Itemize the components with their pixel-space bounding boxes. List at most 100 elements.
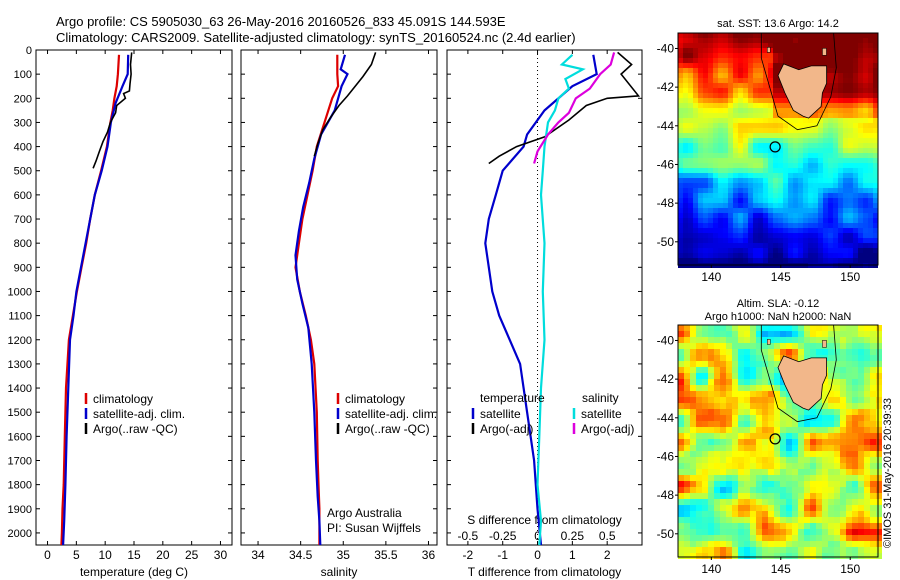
series-line-s-satellite	[536, 53, 586, 546]
x-tick-label: 25	[185, 548, 199, 562]
argo-position-marker	[769, 141, 781, 153]
x2-tick-label: 0.25	[561, 529, 585, 543]
y-tick-label: 1900	[8, 504, 32, 516]
x-tick-label: 20	[156, 548, 170, 562]
y-tick-label: 1500	[8, 407, 32, 419]
y-tick-label: -42	[657, 372, 675, 386]
legend-label: Argo(..raw -QC)	[93, 422, 178, 436]
legend-label: Argo(-adj)	[581, 422, 634, 436]
y-tick-label: 0	[26, 45, 32, 57]
bathymetry-contour	[760, 324, 837, 423]
series-line-climatology	[294, 54, 340, 545]
y-tick-label: -46	[657, 449, 675, 463]
x-axis-label: temperature (deg C)	[80, 565, 188, 579]
imos-stamp: ©IMOS 31-May-2016 20:39:33	[882, 398, 894, 548]
x-tick-label: -2	[463, 548, 474, 562]
sla-map: 140 145 150 -40 -42 -44 -46 -48 -50 Altim. SLA: -…	[657, 298, 882, 576]
figure-title-line2: Climatology: CARS2009. Satellite-adjuste…	[56, 30, 576, 45]
x-tick-label: 1	[569, 548, 576, 562]
x-tick-label: 5	[73, 548, 80, 562]
legend-label: satellite	[480, 407, 521, 421]
y-tick-label: 400	[14, 142, 32, 154]
y-tick-label: 1800	[8, 480, 32, 492]
x2-axis-label: S difference from climatology	[467, 513, 622, 527]
y-tick-label: -44	[657, 119, 675, 133]
x-axis-label: T difference from climatology	[468, 565, 622, 579]
x-tick-label: 34	[251, 548, 265, 562]
x-tick-label: 140	[701, 270, 721, 284]
x2-tick-label: 0	[534, 529, 541, 543]
series-line-argo-raw-qc-	[92, 52, 133, 169]
y-tick-label: -42	[657, 80, 675, 94]
legend-label: climatology	[93, 392, 153, 406]
y-tick-label: 700	[14, 214, 32, 226]
x-axis-label: salinity	[321, 565, 358, 579]
legend-label: climatology	[345, 392, 405, 406]
y-tick-label: 500	[14, 166, 32, 178]
x-tick-label: 35	[337, 548, 351, 562]
legend-label: satellite-adj. clim.	[93, 407, 185, 421]
argo-position-marker	[769, 433, 781, 445]
flinders-island	[822, 340, 827, 348]
x-tick-label: 34.5	[289, 548, 313, 562]
x-tick-label: 30	[214, 548, 228, 562]
temperature-panel: 0 5 10 15 20 25 300100200300400500600700800900…	[8, 45, 233, 579]
y-tick-label: -46	[657, 157, 675, 171]
annotation-argo-australia: Argo Australia	[327, 506, 402, 520]
series-line-s-argo-adj-	[533, 52, 616, 164]
series-line-satellite-adj-clim-	[294, 54, 349, 546]
map-subtitle: Argo h1000: NaN h2000: NaN	[705, 311, 852, 323]
y-tick-label: -48	[657, 488, 675, 502]
flinders-island	[822, 48, 827, 56]
y-tick-label: 600	[14, 190, 32, 202]
y-tick-label: -48	[657, 196, 675, 210]
map-title: Altim. SLA: -0.12	[737, 298, 820, 310]
y-tick-label: -50	[657, 235, 675, 249]
tasmania-land	[777, 63, 827, 119]
series-line-argo-raw-qc-	[313, 52, 377, 157]
x-tick-label: -1	[497, 548, 508, 562]
x-tick-label: 145	[771, 562, 791, 576]
x-tick-label: 36	[422, 548, 436, 562]
series-line-t-satellite	[484, 54, 598, 546]
y-tick-label: 1200	[8, 335, 32, 347]
x-tick-label: 10	[98, 548, 112, 562]
series-line-satellite-adj-clim-	[62, 54, 130, 546]
legend-temperature-heading: temperature	[480, 391, 545, 405]
y-tick-label: 900	[14, 262, 32, 274]
series-line-t-argo-adj-	[488, 51, 641, 165]
sst-map: 140 145 150 -40 -42 -44 -46 -48 -50 sat. SST: 13.…	[657, 18, 879, 284]
x-tick-label: 15	[127, 548, 141, 562]
map-title: sat. SST: 13.6 Argo: 14.2	[717, 18, 839, 30]
x-tick-label: 35.5	[374, 548, 398, 562]
y-tick-label: 1600	[8, 431, 32, 443]
x-tick-label: 140	[701, 562, 721, 576]
x2-tick-label: -0.5	[458, 529, 479, 543]
y-tick-label: 300	[14, 117, 32, 129]
salinity-panel: 34 34.5 35 35.5 36 salinity climatologysatelli…	[240, 49, 438, 579]
x-tick-label: 150	[840, 562, 860, 576]
y-tick-label: 1700	[8, 455, 32, 467]
king-island	[767, 47, 771, 53]
y-tick-label: 100	[14, 69, 32, 81]
y-tick-label: -40	[657, 333, 675, 347]
y-tick-label: -44	[657, 411, 675, 425]
legend-salinity-heading: salinity	[582, 391, 619, 405]
legend-label: satellite	[581, 407, 622, 421]
y-tick-label: 800	[14, 238, 32, 250]
king-island	[767, 339, 771, 345]
y-tick-label: 1100	[8, 311, 32, 323]
y-tick-label: 2000	[8, 528, 32, 540]
difference-panel: -2 -1 0 1 2 -0.5 -0.25 0 0.25 0.5 S difference fro…	[446, 49, 643, 579]
y-tick-label: -50	[657, 527, 675, 541]
y-tick-label: 1000	[8, 286, 32, 298]
x-tick-label: 150	[840, 270, 860, 284]
map-frame	[677, 32, 879, 266]
bathymetry-contour	[760, 32, 837, 131]
y-tick-label: 1400	[8, 383, 32, 395]
x-tick-label: 145	[771, 270, 791, 284]
map-frame	[677, 324, 879, 558]
y-tick-label: -40	[657, 41, 675, 55]
